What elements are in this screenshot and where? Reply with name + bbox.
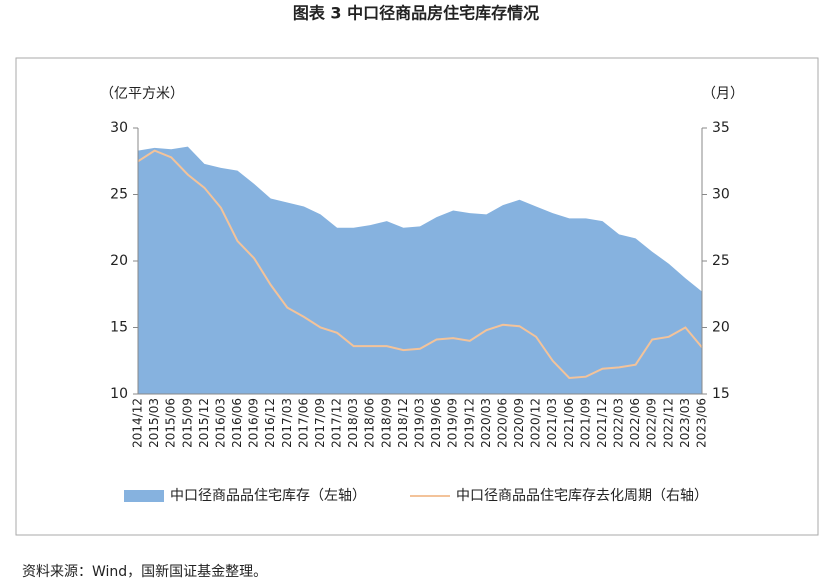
chart-title: 图表 3 中口径商品房住宅库存情况 <box>293 4 539 23</box>
x-tick-label: 2018/06 <box>363 398 377 448</box>
x-tick-label: 2021/03 <box>545 398 559 448</box>
legend-swatch <box>124 490 164 502</box>
x-tick-label: 2016/12 <box>263 398 277 448</box>
x-tick-label: 2018/12 <box>396 398 410 448</box>
x-tick-label: 2021/12 <box>595 398 609 448</box>
x-tick-label: 2018/09 <box>379 398 393 448</box>
x-tick-label: 2020/09 <box>512 398 526 448</box>
area <box>138 146 702 394</box>
x-tick-label: 2016/09 <box>247 398 261 448</box>
y2-tick-label: 35 <box>712 120 730 136</box>
x-tick-label: 2021/06 <box>562 398 576 448</box>
x-tick-label: 2022/12 <box>661 398 675 448</box>
x-tick-label: 2022/09 <box>645 398 659 448</box>
x-tick-label: 2021/09 <box>578 398 592 448</box>
x-tick-label: 2020/12 <box>529 398 543 448</box>
x-tick-label: 2023/06 <box>695 398 709 448</box>
x-tick-label: 2023/03 <box>678 398 692 448</box>
y-tick-label: 10 <box>110 386 128 402</box>
source: 资料来源：Wind，国新国证基金整理。 <box>22 563 267 580</box>
x-tick-label: 2022/03 <box>612 398 626 448</box>
y-tick-label: 25 <box>110 187 128 203</box>
x-tick-label: 2015/12 <box>197 398 211 448</box>
y-tick-label: 20 <box>110 253 128 269</box>
x-tick-label: 2017/03 <box>280 398 294 448</box>
y2-tick-label: 25 <box>712 253 730 269</box>
x-tick-label: 2016/06 <box>230 398 244 448</box>
x-tick-label: 2019/09 <box>446 398 460 448</box>
y-tick-label: 30 <box>110 120 128 136</box>
y2-tick-label: 15 <box>712 386 730 402</box>
x-tick-label: 2014/12 <box>131 398 145 448</box>
y-axis-label: （亿平方米） <box>100 86 184 102</box>
y2-tick-label: 20 <box>712 320 730 336</box>
y2-axis-label: （月） <box>702 86 744 102</box>
x-tick-label: 2019/03 <box>413 398 427 448</box>
x-tick-label: 2017/09 <box>313 398 327 448</box>
y-tick-label: 15 <box>110 320 128 336</box>
x-tick-label: 2017/06 <box>296 398 310 448</box>
y2-tick-label: 30 <box>712 187 730 203</box>
line <box>137 149 703 380</box>
frame <box>15 57 819 536</box>
x-tick-label: 2019/06 <box>429 398 443 448</box>
x-tick-label: 2020/03 <box>479 398 493 448</box>
legend-label: 中口径商品品住宅库存去化周期（右轴） <box>456 488 708 504</box>
legend-label: 中口径商品品住宅库存（左轴） <box>170 488 366 504</box>
x-tick-label: 2015/03 <box>147 398 161 448</box>
x-tick-label: 2020/06 <box>495 398 509 448</box>
x-tick-label: 2019/12 <box>462 398 476 448</box>
x-tick-label: 2018/03 <box>346 398 360 448</box>
x-tick-label: 2017/12 <box>330 398 344 448</box>
x-tick-label: 2016/03 <box>213 398 227 448</box>
x-tick-label: 2015/09 <box>180 398 194 448</box>
x-tick-label: 2022/06 <box>628 398 642 448</box>
x-tick-label: 2015/06 <box>164 398 178 448</box>
